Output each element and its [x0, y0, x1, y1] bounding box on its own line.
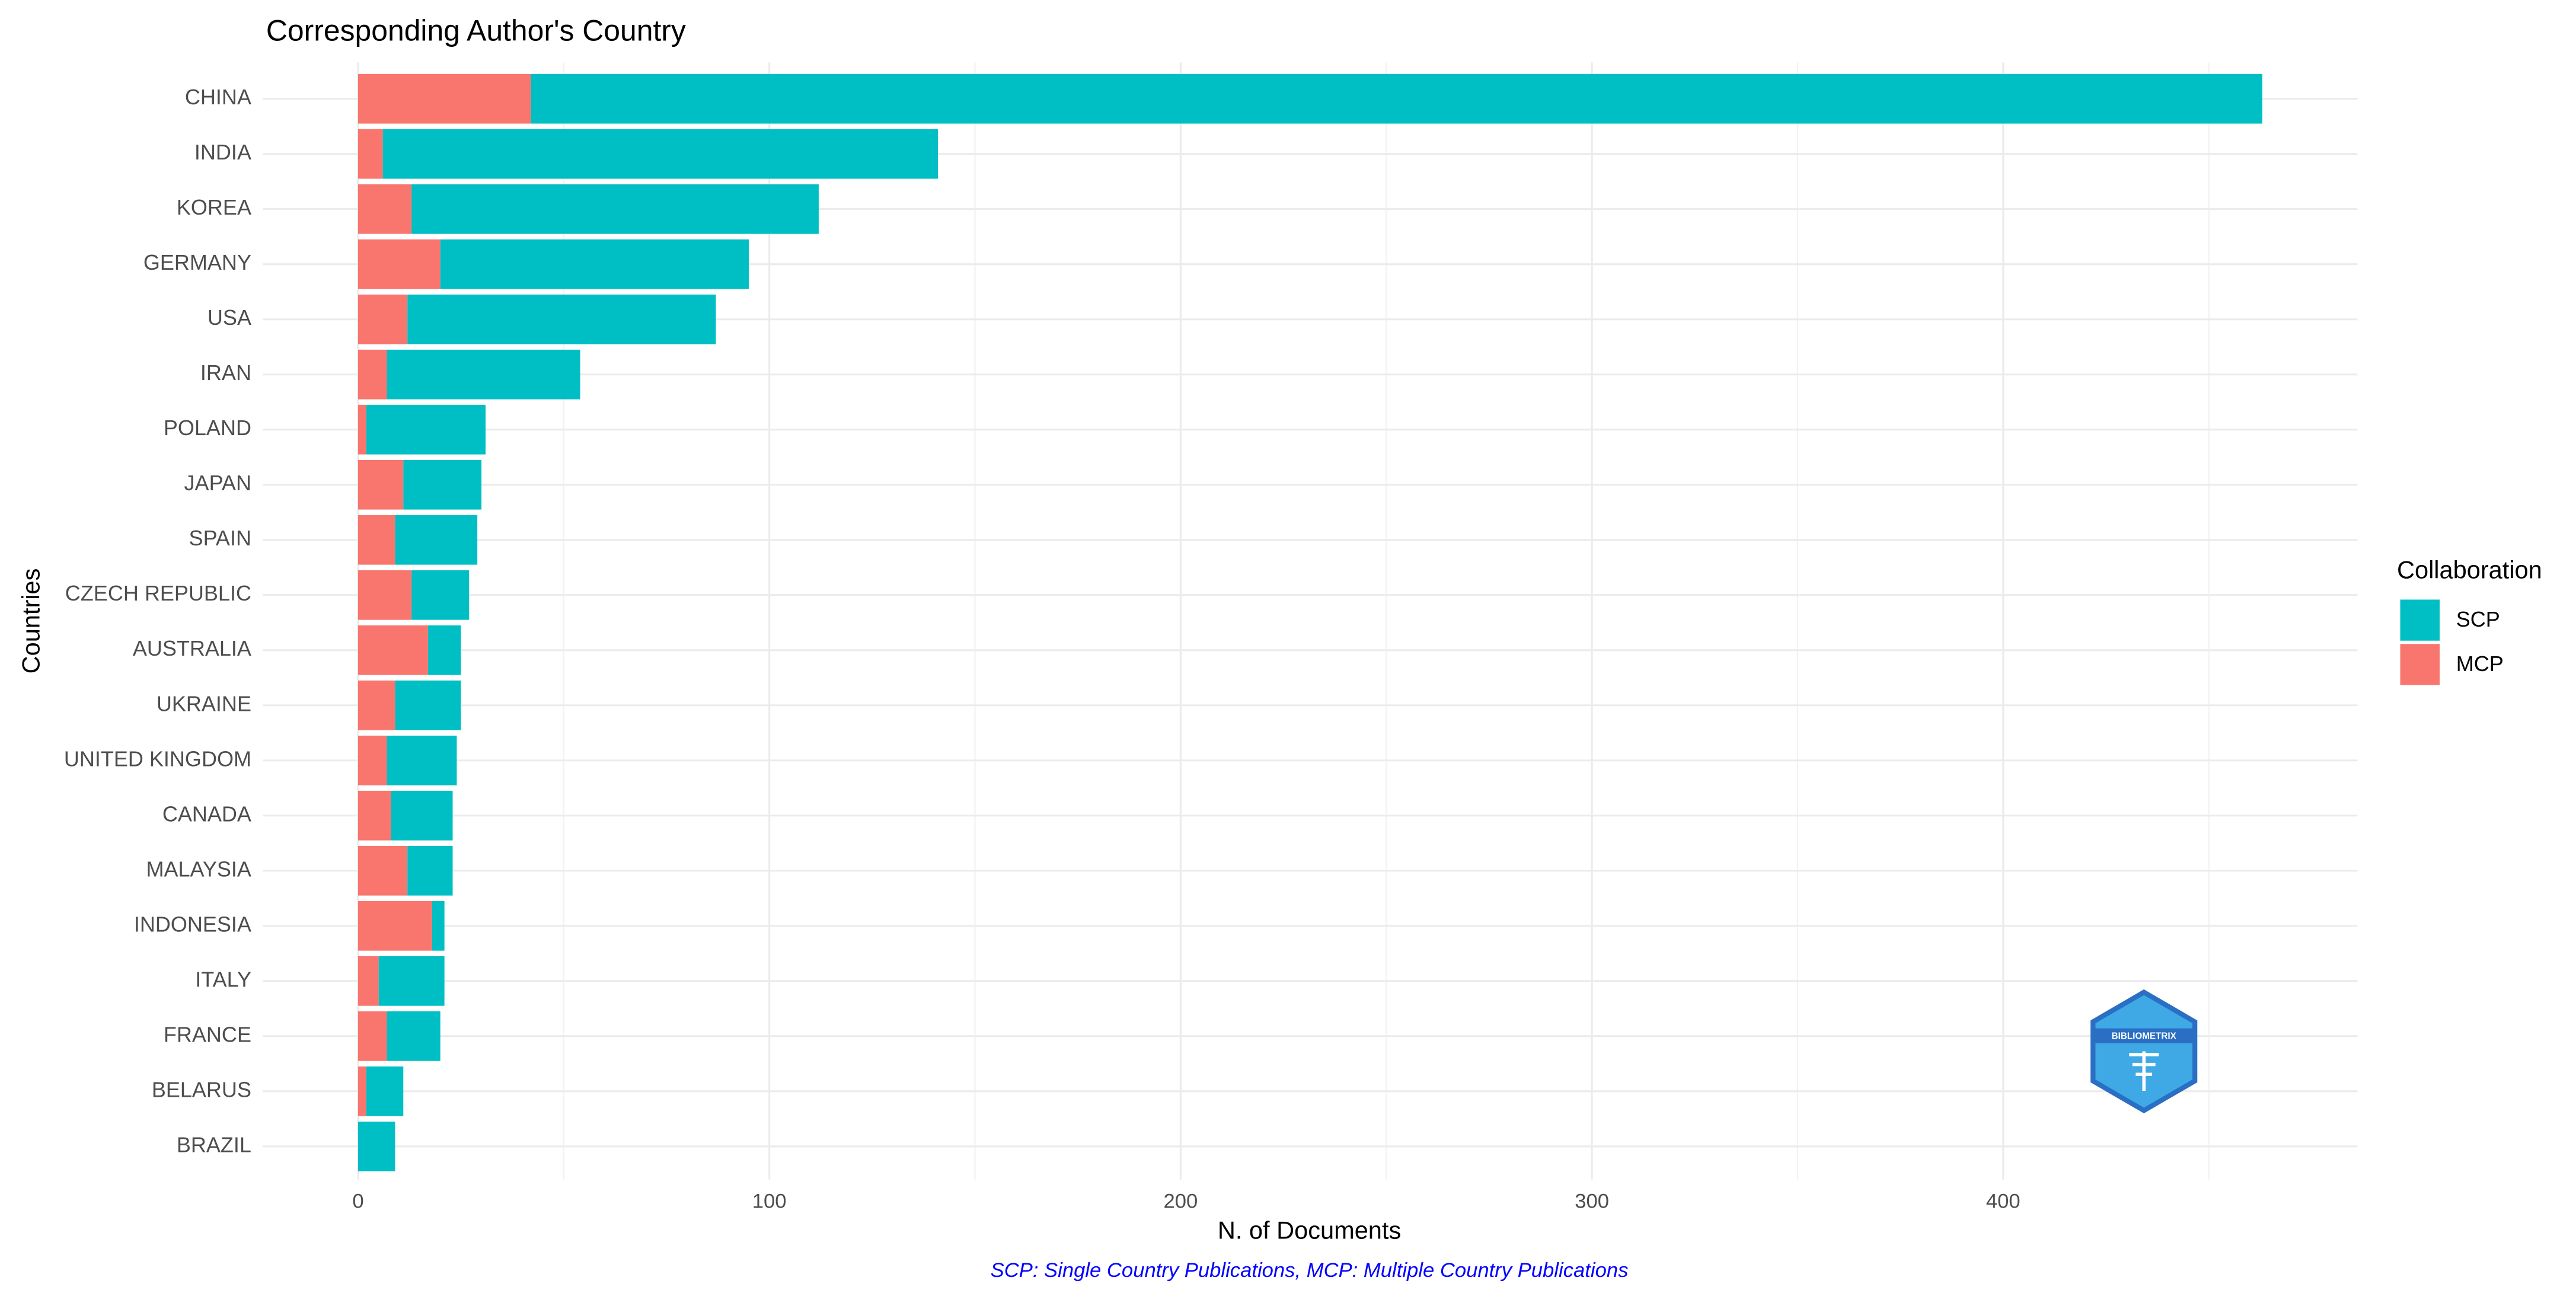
bar-segment — [357, 625, 428, 675]
logo-symbol — [2129, 1051, 2159, 1091]
bar-segment — [357, 1121, 395, 1171]
y-tick-label: FRANCE — [164, 1022, 251, 1046]
bars — [357, 74, 2262, 1171]
y-tick-label: SPAIN — [189, 526, 251, 550]
logo-text: BIBLIOMETRIX — [2112, 1032, 2177, 1042]
caption: SCP: Single Country Publications, MCP: M… — [991, 1259, 1629, 1282]
bar-segment — [395, 680, 461, 730]
bar-segment — [395, 515, 478, 565]
bar-segment — [411, 184, 819, 234]
legend-label: SCP — [2456, 607, 2500, 631]
y-tick-label: UNITED KINGDOM — [64, 746, 251, 771]
bar-segment — [357, 1011, 387, 1061]
bar-segment — [407, 294, 716, 344]
logo: BIBLIOMETRIX — [2090, 989, 2198, 1114]
bar-segment — [440, 239, 749, 289]
x-tick-label: 200 — [1163, 1190, 1198, 1213]
x-tick-label: 400 — [1986, 1190, 2020, 1213]
y-tick-label: CANADA — [162, 802, 251, 826]
y-tick-label: MALAYSIA — [146, 857, 251, 881]
bar-segment — [411, 570, 470, 620]
bar-segment — [357, 790, 391, 841]
y-axis-title: Countries — [17, 569, 44, 674]
bar-segment — [357, 956, 379, 1006]
bar-segment — [382, 129, 939, 179]
bar-segment — [387, 735, 457, 785]
bar-segment — [357, 294, 408, 344]
bar-segment — [357, 184, 412, 234]
bar-segment — [357, 404, 366, 455]
x-tick-label: 100 — [752, 1190, 787, 1213]
y-tick-label: CZECH REPUBLIC — [65, 581, 251, 605]
bar-segment — [357, 735, 387, 785]
bar-segment — [391, 790, 453, 841]
x-tick-label: 0 — [352, 1190, 363, 1213]
bar-segment — [357, 570, 412, 620]
logo-band — [2095, 1028, 2194, 1043]
bar-segment — [357, 239, 440, 289]
legend-label: MCP — [2456, 652, 2504, 676]
y-tick-label: BELARUS — [152, 1077, 251, 1101]
y-tick-label: JAPAN — [184, 471, 251, 495]
bar-segment — [357, 1066, 366, 1116]
bar-segment — [357, 349, 387, 400]
bar-segment — [357, 845, 408, 896]
y-tick-label: UKRAINE — [157, 691, 251, 716]
bar-segment — [387, 1011, 440, 1061]
y-tick-label: POLAND — [164, 416, 251, 440]
bar-segment — [357, 515, 395, 565]
bar-segment — [531, 74, 2262, 124]
bar-segment — [357, 459, 404, 510]
legend-title: Collaboration — [2397, 555, 2542, 583]
y-tick-label: USA — [208, 305, 251, 330]
bar-segment — [357, 74, 531, 124]
bar-segment — [366, 404, 486, 455]
chart-title: Corresponding Author's Country — [266, 14, 686, 47]
y-tick-label: INDONESIA — [134, 912, 251, 936]
y-tick-label: GERMANY — [143, 250, 251, 274]
bar-segment — [357, 901, 432, 951]
bar-segment — [427, 625, 461, 675]
bar-segment — [357, 129, 383, 179]
bar-segment — [378, 956, 445, 1006]
x-axis-title: N. of Documents — [1218, 1216, 1401, 1244]
y-tick-label: BRAZIL — [177, 1132, 251, 1157]
bar-segment — [407, 845, 453, 896]
y-tick-label: CHINA — [185, 85, 251, 109]
bar-segment — [366, 1066, 404, 1116]
y-tick-label: ITALY — [195, 967, 251, 991]
legend-key — [2400, 644, 2440, 685]
bar-segment — [403, 459, 482, 510]
y-tick-label: AUSTRALIA — [133, 636, 251, 660]
x-tick-label: 300 — [1575, 1190, 1609, 1213]
y-tick-label: INDIA — [194, 140, 251, 164]
bar-segment — [357, 680, 395, 730]
y-tick-label: KOREA — [177, 195, 251, 219]
y-tick-label: IRAN — [200, 360, 251, 385]
bar-segment — [432, 901, 445, 951]
bar-segment — [387, 349, 580, 400]
legend-key — [2400, 599, 2440, 641]
